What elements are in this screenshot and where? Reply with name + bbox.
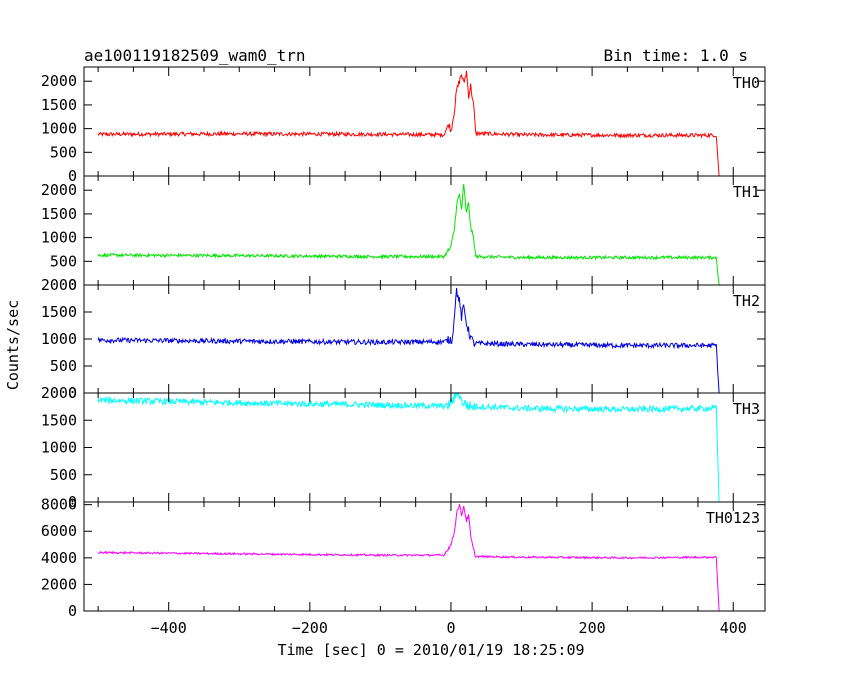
y-tick-label: 1500	[41, 205, 77, 223]
y-tick-label: 2000	[41, 384, 77, 402]
y-tick-label: 500	[50, 357, 77, 375]
panel-label-th3: TH3	[733, 400, 760, 418]
y-tick-label: 2000	[41, 276, 77, 294]
x-tick-label: −400	[151, 619, 187, 637]
y-tick-label: 1500	[41, 96, 77, 114]
x-tick-label: 0	[446, 619, 455, 637]
y-tick-label: 500	[50, 143, 77, 161]
series-line-th0123	[97, 503, 753, 612]
panel-frame-th0123	[83, 501, 766, 612]
y-tick-label: 6000	[41, 522, 77, 540]
y-tick-label: 1000	[41, 330, 77, 348]
y-tick-label: 4000	[41, 549, 77, 567]
y-tick-label: 0	[68, 276, 77, 294]
series-line-th3	[97, 391, 753, 503]
x-axis-label: Time [sec] 0 = 2010/01/19 18:25:09	[277, 641, 584, 659]
y-tick-label: 1500	[41, 411, 77, 429]
y-tick-label: 2000	[41, 72, 77, 90]
y-tick-label: 2000	[41, 575, 77, 593]
y-tick-label: 0	[68, 493, 77, 511]
y-tick-label: 0	[68, 602, 77, 620]
panel-label-th2: TH2	[733, 292, 760, 310]
y-tick-label: 0	[68, 384, 77, 402]
series-line-th1	[97, 183, 753, 286]
y-tick-label: 1500	[41, 303, 77, 321]
y-tick-label: 0	[68, 167, 77, 185]
x-tick-label: 400	[720, 619, 747, 637]
y-tick-label: 500	[50, 252, 77, 270]
series-line-th0	[97, 70, 753, 177]
panel-label-th0: TH0	[733, 74, 760, 92]
panel-frame-th2	[83, 284, 766, 394]
y-tick-label: 1000	[41, 229, 77, 247]
x-tick-label: 200	[579, 619, 606, 637]
series-line-th2	[97, 287, 753, 394]
panel-frame-th1	[83, 175, 766, 286]
y-tick-label: 8000	[41, 496, 77, 514]
y-tick-label: 1000	[41, 439, 77, 457]
y-tick-label: 500	[50, 466, 77, 484]
y-tick-label: 2000	[41, 181, 77, 199]
panel-frame-th0	[83, 66, 766, 177]
chart-title-left: ae100119182509_wam0_trn	[84, 46, 306, 65]
panel-label-th0123: TH0123	[706, 509, 760, 527]
x-tick-label: −200	[292, 619, 328, 637]
y-tick-label: 1000	[41, 120, 77, 138]
y-axis-label: Counts/sec	[4, 300, 22, 390]
chart-title-right: Bin time: 1.0 s	[604, 46, 749, 65]
panel-label-th1: TH1	[733, 183, 760, 201]
